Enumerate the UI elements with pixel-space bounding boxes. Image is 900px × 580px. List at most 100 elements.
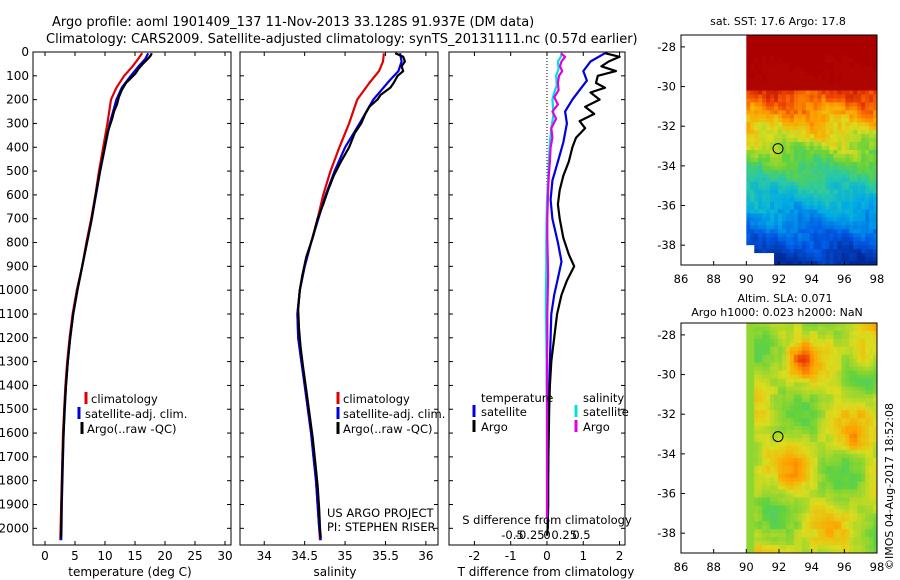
map-cell — [793, 513, 799, 518]
map-cell — [833, 501, 838, 506]
map-cell — [817, 485, 822, 490]
map-cell — [793, 323, 799, 328]
map-cell — [746, 217, 751, 222]
map-cell — [789, 157, 795, 163]
map-cell — [841, 406, 846, 411]
map-cell — [778, 229, 783, 234]
map-cell — [861, 221, 866, 226]
map-cell — [813, 70, 819, 76]
map-cell — [805, 410, 811, 415]
map-cell — [809, 434, 815, 439]
map-cell — [861, 489, 866, 494]
map-cell — [813, 398, 819, 403]
map-cell — [821, 406, 826, 411]
map-cell — [754, 118, 759, 123]
map-cell — [869, 461, 874, 467]
map-cell — [801, 461, 807, 467]
map-cell — [797, 541, 803, 546]
map-cell — [766, 545, 771, 550]
map-cell — [833, 82, 838, 87]
map-cell — [873, 453, 878, 459]
map-cell — [750, 201, 755, 206]
map-cell — [754, 457, 759, 463]
map-cell — [797, 445, 803, 451]
map-cell — [829, 354, 834, 360]
map-cell — [833, 533, 838, 538]
map-cell — [809, 70, 815, 76]
map-cell — [869, 66, 874, 72]
map-cell — [817, 261, 822, 266]
map-cell — [750, 489, 755, 494]
map-cell — [778, 517, 783, 522]
map-cell — [813, 157, 819, 163]
map-cell — [797, 390, 803, 395]
map-cell — [762, 38, 767, 44]
map-cell — [833, 529, 838, 534]
map-cell — [865, 473, 870, 479]
map-cell — [805, 362, 811, 368]
map-cell — [821, 418, 826, 423]
map-cell — [837, 38, 842, 44]
map-cell — [754, 150, 759, 155]
map-cell — [845, 138, 850, 143]
map-cell — [825, 505, 830, 510]
map-cell — [845, 249, 850, 254]
map-cell — [837, 42, 842, 48]
depth-tick-label: 800 — [6, 236, 29, 250]
map-cell — [829, 449, 834, 455]
map-cell — [785, 453, 791, 459]
map-cell — [873, 469, 878, 475]
map-cell — [766, 354, 771, 360]
map-cell — [778, 509, 783, 514]
map-cell — [857, 390, 862, 395]
map-cell — [766, 102, 771, 107]
map-cell — [801, 525, 807, 530]
map-cell — [869, 326, 874, 332]
map-cell — [809, 457, 815, 463]
map-cell — [829, 517, 834, 522]
map-cell — [813, 338, 819, 344]
depth-tick-label: 700 — [6, 212, 29, 226]
map-cell — [770, 229, 775, 234]
map-cell — [801, 66, 807, 72]
map-cell — [770, 70, 775, 76]
map-cell — [809, 94, 815, 99]
map-cell — [869, 449, 874, 455]
map-cell — [833, 106, 838, 111]
map-cell — [785, 533, 791, 538]
map-cell — [813, 354, 819, 360]
map-cell — [746, 422, 751, 427]
map-cell — [785, 370, 791, 375]
lon-tick-label: 98 — [870, 560, 885, 574]
map-cell — [762, 225, 767, 230]
map-cell — [801, 253, 807, 258]
map-cell — [829, 465, 834, 471]
map-cell — [766, 38, 771, 44]
map-cell — [837, 334, 842, 340]
map-cell — [793, 249, 799, 254]
lat-tick-label: -28 — [657, 40, 676, 54]
map-cell — [817, 217, 822, 222]
map-cell — [797, 358, 803, 364]
lat-tick-label: -38 — [657, 526, 676, 540]
map-cell — [801, 78, 807, 83]
map-cell — [801, 549, 807, 554]
map-cell — [821, 350, 826, 356]
map-cell — [869, 229, 874, 234]
map-cell — [789, 82, 795, 87]
map-cell — [869, 422, 874, 427]
map-cell — [833, 493, 838, 498]
map-cell — [746, 62, 751, 68]
map-cell — [853, 130, 858, 135]
map-cell — [758, 422, 763, 427]
map-cell — [829, 134, 834, 139]
map-cell — [778, 50, 783, 56]
map-cell — [809, 378, 815, 383]
map-cell — [861, 126, 866, 131]
map-cell — [809, 441, 815, 447]
map-cell — [837, 485, 842, 490]
map-cell — [873, 362, 878, 368]
map-cell — [793, 402, 799, 407]
map-cell — [770, 197, 775, 202]
map-cell — [809, 362, 815, 368]
